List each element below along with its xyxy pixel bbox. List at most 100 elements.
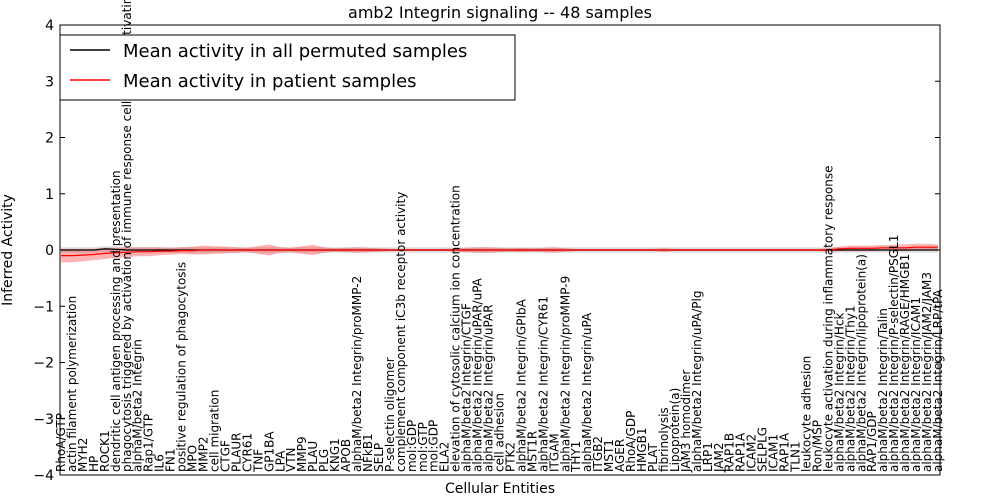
x-tick-label: JAM3 homodimer — [679, 370, 693, 473]
x-tick-label: alphaM/beta2 Integrin — [131, 339, 145, 472]
x-tick-label: ELA2 — [438, 442, 452, 472]
x-tick-label: HP — [87, 456, 101, 472]
x-tick-label: MYH2 — [76, 438, 90, 472]
x-tick-label: RAP1A — [778, 432, 792, 472]
x-tick-label: alphaM/beta2 Integrin/lipoprotein(a) — [854, 254, 868, 472]
y-tick-label: 4 — [45, 18, 54, 34]
x-tick-label: MMP9 — [295, 436, 309, 472]
x-tick-label: PLAT — [646, 443, 660, 472]
x-tick-label: IL6 — [153, 454, 167, 472]
x-tick-label: MST1R — [525, 431, 539, 472]
x-tick-label: LRP1 — [701, 442, 715, 472]
x-tick-label: ITGB2 — [591, 436, 605, 472]
x-tick-label: fibrinolysis — [657, 407, 671, 472]
bands-layer — [61, 243, 938, 263]
x-tick-label: mol:GTP — [416, 422, 430, 472]
x-tick-label: PLAUR — [229, 432, 243, 472]
x-tick-label: SELP — [372, 443, 386, 472]
x-tick-label: alphaM/beta2 Integrin/proMMP-2 — [350, 276, 364, 472]
x-tick-label: phagocytosis triggered by activation of … — [120, 0, 134, 472]
x-tick-label: complement component iC3b receptor activ… — [394, 192, 408, 472]
x-tick-label: Rap1/GTP — [142, 414, 156, 472]
x-tick-label: alphaM/beta2 Integrin/Thy1 — [843, 305, 857, 472]
x-tick-label: THY1 — [569, 441, 583, 473]
x-tick-label: SELPLG — [756, 427, 770, 472]
x-tick-label: actin filament polymerization — [65, 296, 79, 472]
y-tick-label: −3 — [33, 412, 54, 428]
x-tick-label: RAP1A — [734, 432, 748, 472]
x-tick-label: alphaM/beta2 Integrin/CTGF — [460, 303, 474, 472]
chart-title: amb2 Integrin signaling -- 48 samples — [348, 3, 652, 22]
x-tick-label: alphaM/beta2 Integrin/P-selectin/PSGL1 — [887, 235, 901, 472]
x-tick-label: RhoA/GTP — [54, 413, 68, 472]
x-tick-label: HMGB1 — [635, 427, 649, 472]
x-tick-label: RAP1/GDP — [865, 411, 879, 472]
x-tick-label: cell adhesion — [493, 393, 507, 472]
x-tick-label: mol:GDP — [405, 420, 419, 472]
x-tick-label: MST1 — [602, 439, 616, 472]
x-tick-label: VTN — [284, 447, 298, 472]
y-tick-label: 3 — [45, 74, 54, 90]
x-tick-label: mol:GDP — [427, 420, 441, 472]
series-line-patient — [61, 246, 938, 257]
x-tick-label: APOB — [339, 439, 353, 472]
x-tick-label: alphaM/beta2 Integrin/Talin — [876, 308, 890, 472]
x-tick-label: PLG — [317, 449, 331, 472]
x-tick-label: alphaM/beta2 Integrin/GPIbA — [514, 298, 528, 472]
x-tick-label: MPO — [186, 445, 200, 472]
x-tick-label: CYR61 — [240, 433, 254, 472]
y-axis-label: Inferred Activity — [0, 194, 16, 306]
x-tick-label: cell migration — [207, 390, 221, 472]
x-tick-label: alphaM/beta2 Integrin/uPA — [580, 312, 594, 472]
x-tick-label: ITGAM — [547, 433, 561, 472]
patient-band — [61, 243, 938, 263]
x-tick-label: ROCK1 — [98, 430, 112, 472]
x-tick-label: TNF — [251, 449, 265, 473]
y-axis: −4 −3 −2 −1 0 1 2 3 4 — [33, 18, 940, 484]
legend-label-patient: Mean activity in patient samples — [123, 71, 417, 92]
x-tick-label: GP1BA — [262, 431, 276, 472]
y-tick-label: 2 — [45, 131, 54, 147]
x-tick-label: Lipoprotein(a) — [668, 388, 682, 472]
x-tick-label: RhoA/GDP — [624, 411, 638, 472]
x-tick-label: elevation of cytosolic calcium ion conce… — [449, 185, 463, 472]
x-tick-label: positive regulation of phagocytosis — [175, 262, 189, 472]
x-tick-label: MMP2 — [197, 436, 211, 472]
x-tick-label: NFkB1 — [361, 433, 375, 472]
x-tick-label: Ron/MSP — [810, 420, 824, 472]
x-tick-label: alphaM/beta2 Integrin/CYR61 — [536, 296, 550, 472]
x-tick-label: leukocyte activation during inflammatory… — [821, 165, 835, 472]
x-tick-label: PLAU — [306, 441, 320, 472]
y-tick-label: 1 — [45, 187, 54, 203]
lines-layer — [61, 246, 938, 257]
x-tick-label: ICAM2 — [745, 434, 759, 472]
x-tick-label: JAM2 — [712, 442, 726, 473]
x-tick-label: KNG1 — [328, 438, 342, 472]
legend-label-permuted: Mean activity in all permuted samples — [123, 41, 467, 62]
x-tick-label: LPA — [273, 450, 287, 472]
x-tick-label: leukocyte adhesion — [799, 356, 813, 472]
x-tick-label: RAP1B — [723, 433, 737, 472]
y-tick-label: −1 — [33, 299, 54, 315]
x-tick-label: AGER — [613, 439, 627, 472]
plot-frame — [59, 24, 941, 476]
x-tick-label: PTK2 — [503, 442, 517, 472]
x-tick-label: CTGF — [218, 440, 232, 472]
x-tick-label: ICAM1 — [767, 434, 781, 472]
y-tick-label: −2 — [33, 356, 54, 372]
legend: Mean activity in all permuted samples Me… — [59, 34, 516, 101]
y-tick-label: −4 — [33, 468, 54, 484]
x-tick-label: FN1 — [164, 448, 178, 472]
x-tick-label: alphaM/beta2 Integrin/proMMP-9 — [558, 276, 572, 472]
legend-box — [59, 34, 516, 101]
x-tick-label: TLN1 — [788, 441, 802, 473]
x-tick-label: alphaM/beta2 Integrin/uPAR/uPA — [471, 277, 485, 472]
x-tick-label: alphaM/beta2 Integrin/JAM2/JAM3 — [920, 272, 934, 472]
x-axis-label: Cellular Entities — [445, 481, 555, 497]
x-tick-label: alphaM/beta2 Integrin/ICAM1 — [909, 297, 923, 472]
x-tick-label: alphaM/beta2 Integrin/uPAR — [482, 304, 496, 472]
x-tick-label: dendritic cell antigen processing and pr… — [109, 170, 123, 472]
